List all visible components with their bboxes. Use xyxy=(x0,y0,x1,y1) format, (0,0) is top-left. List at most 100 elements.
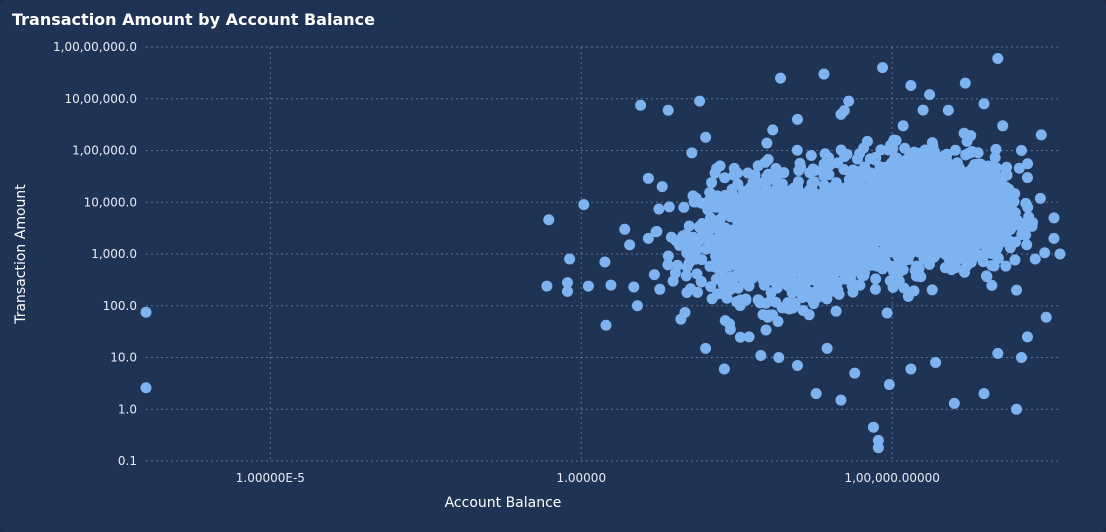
cloud-point xyxy=(783,187,795,199)
cloud-point xyxy=(802,187,814,199)
cloud-point xyxy=(705,281,717,293)
cloud-point xyxy=(949,174,961,186)
cloud-point xyxy=(872,184,884,196)
cloud-point xyxy=(892,179,904,191)
cloud-point xyxy=(1009,254,1021,266)
cloud-point xyxy=(797,304,809,316)
cloud-point xyxy=(665,231,677,243)
cloud-point xyxy=(1022,158,1034,170)
cloud-point xyxy=(965,130,977,142)
data-point xyxy=(624,239,636,251)
cloud-point xyxy=(967,248,979,260)
cloud-point xyxy=(884,214,896,226)
cloud-point xyxy=(653,203,665,215)
cloud-point xyxy=(681,261,693,273)
y-tick-label: 1,00,000.0 xyxy=(72,144,137,158)
data-point xyxy=(992,347,1004,359)
cloud-point xyxy=(996,172,1008,184)
data-point xyxy=(930,357,942,369)
cloud-point xyxy=(650,226,662,238)
cloud-point xyxy=(932,155,944,167)
cloud-point xyxy=(983,200,995,212)
data-point xyxy=(686,147,698,159)
cloud-point xyxy=(965,203,977,215)
y-tick-label: 1,00,00,000.0 xyxy=(53,40,137,54)
cloud-point xyxy=(910,260,922,272)
cloud-point xyxy=(897,211,909,223)
cloud-point xyxy=(772,316,784,328)
data-point xyxy=(1035,129,1047,141)
cloud-point xyxy=(868,168,880,180)
data-point xyxy=(835,394,847,406)
cloud-point xyxy=(890,135,902,147)
cloud-point xyxy=(866,197,878,209)
data-point xyxy=(662,104,674,116)
cloud-point xyxy=(908,177,920,189)
cloud-point xyxy=(980,218,992,230)
data-point xyxy=(578,199,590,211)
data-point xyxy=(561,277,573,289)
cloud-point xyxy=(696,218,708,230)
cloud-point xyxy=(989,152,1001,164)
cloud-point xyxy=(731,296,743,308)
cloud-point xyxy=(728,162,740,174)
cloud-point xyxy=(800,202,812,214)
data-point xyxy=(821,342,833,354)
cloud-point xyxy=(824,268,836,280)
cloud-point xyxy=(847,164,859,176)
cloud-point xyxy=(732,268,744,280)
cloud-point xyxy=(762,168,774,180)
cloud-point xyxy=(841,207,853,219)
cloud-point xyxy=(990,143,1002,155)
cloud-point xyxy=(794,157,806,169)
cloud-point xyxy=(1020,229,1032,241)
cloud-point xyxy=(765,294,777,306)
cloud-point xyxy=(797,218,809,230)
data-point xyxy=(628,281,640,293)
cloud-point xyxy=(782,266,794,278)
cloud-point xyxy=(842,268,854,280)
cloud-point xyxy=(959,226,971,238)
data-point xyxy=(959,77,971,89)
data-point xyxy=(743,331,755,343)
cloud-point xyxy=(761,273,773,285)
cloud-point xyxy=(909,188,921,200)
data-point xyxy=(1021,331,1033,343)
cloud-point xyxy=(842,181,854,193)
cloud-point xyxy=(986,232,998,244)
y-tick-label: 1,000.0 xyxy=(91,247,137,261)
cloud-point xyxy=(872,215,884,227)
data-point xyxy=(767,124,779,136)
data-point xyxy=(541,280,553,292)
data-point xyxy=(1011,403,1023,415)
cloud-point xyxy=(740,293,752,305)
cloud-point xyxy=(809,207,821,219)
data-point xyxy=(818,68,830,80)
data-point xyxy=(718,363,730,375)
cloud-point xyxy=(862,231,874,243)
cloud-point xyxy=(784,298,796,310)
cloud-point xyxy=(914,147,926,159)
cloud-point xyxy=(736,236,748,248)
cloud-point xyxy=(743,200,755,212)
data-point xyxy=(642,172,654,184)
cloud-point xyxy=(904,149,916,161)
cloud-point xyxy=(954,195,966,207)
data-point xyxy=(561,285,573,297)
data-point xyxy=(773,352,785,363)
cloud-point xyxy=(747,213,759,225)
cloud-point xyxy=(713,258,725,270)
cloud-point xyxy=(904,225,916,237)
cloud-point xyxy=(931,228,943,240)
y-tick-label: 10.0 xyxy=(110,351,137,365)
cloud-point xyxy=(973,158,985,170)
x-axis-title: Account Balance xyxy=(445,495,562,511)
cloud-point xyxy=(819,282,831,294)
cloud-point xyxy=(872,204,884,216)
cloud-point xyxy=(809,257,821,269)
cloud-point xyxy=(965,256,977,268)
cloud-point xyxy=(822,193,834,205)
cloud-point xyxy=(741,220,753,232)
data-point xyxy=(631,300,643,312)
